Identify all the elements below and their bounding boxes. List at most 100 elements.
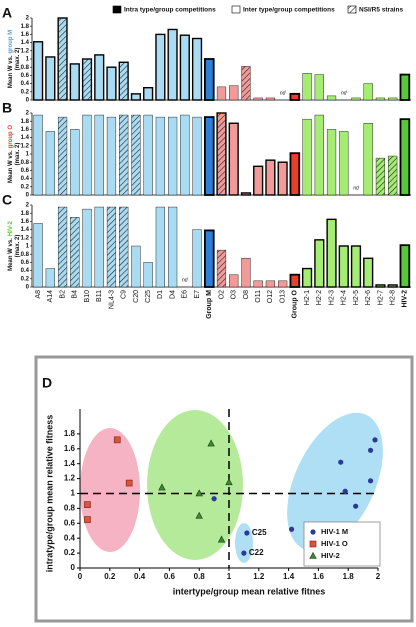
y-tick-label: 0.6	[64, 518, 76, 527]
legend-marker	[309, 540, 317, 548]
bar	[203, 58, 215, 101]
bar	[314, 239, 325, 288]
bar	[180, 114, 190, 196]
bar	[375, 97, 386, 101]
bar	[399, 244, 411, 288]
bar-hatch	[217, 250, 226, 287]
y-tick-label: 1.4	[21, 40, 30, 46]
value-label: nd	[353, 185, 359, 191]
bar	[253, 165, 264, 196]
x-tick-label: Group M	[206, 290, 213, 319]
x-tick-label: O8	[243, 290, 250, 299]
bar	[326, 95, 337, 101]
point	[367, 478, 374, 484]
y-tick-label: 0	[71, 563, 76, 572]
bar-hatch	[82, 59, 92, 100]
bar-hatch	[119, 115, 129, 195]
x-tick-label: HIV-2	[402, 290, 409, 308]
y-tick-label: 0.4	[21, 81, 30, 87]
x-tick-label: H2-3	[328, 290, 335, 305]
y-tick-label: 0.2	[21, 89, 30, 95]
point	[125, 479, 133, 487]
panel-label: D	[42, 375, 52, 391]
y-axis-label-part: Mean W vs.	[8, 55, 14, 88]
bar	[70, 129, 80, 196]
legend-marker	[310, 529, 316, 535]
bar	[192, 229, 202, 288]
x-tick-label: B4	[72, 290, 79, 299]
point	[288, 526, 295, 532]
bar	[229, 274, 239, 288]
x-tick-label: A14	[47, 290, 54, 303]
y-tick-label: 0.6	[21, 168, 30, 174]
panel-label: A	[2, 5, 12, 21]
bar	[302, 118, 312, 196]
bar	[302, 73, 312, 101]
bar	[314, 74, 324, 101]
y-tick-label: 2	[26, 203, 30, 209]
bar	[155, 33, 166, 101]
x-tick-label: H2-2	[316, 290, 323, 305]
bar	[143, 262, 153, 288]
bar	[363, 123, 373, 196]
y-axis-label-part: HIV-2	[8, 220, 14, 236]
x-tick-label: 0	[78, 572, 83, 581]
x-tick-label: O11	[255, 290, 262, 303]
x-tick-label: O2	[218, 290, 225, 299]
value-label: nd	[341, 90, 347, 96]
y-tick-label: 1.8	[64, 429, 76, 438]
y-tick-label: 0.4	[64, 533, 76, 542]
bar	[314, 114, 324, 196]
point	[367, 447, 374, 453]
bar	[192, 116, 202, 196]
y-axis-label-part: (max. 2)	[15, 48, 21, 71]
value-label: nd	[182, 277, 188, 283]
bar	[33, 114, 43, 196]
y-axis-label: intratype/group mean relative fitness	[44, 415, 54, 573]
y-tick-label: 1.8	[21, 119, 30, 125]
legend-swatch	[112, 5, 122, 14]
bar	[339, 131, 349, 196]
point	[217, 535, 226, 543]
y-tick-label: 0	[26, 98, 30, 104]
bar-hatch	[131, 115, 141, 195]
group-m-ellipse	[287, 412, 383, 552]
bar	[94, 206, 104, 288]
panel-label: B	[2, 100, 12, 116]
bar	[167, 28, 178, 101]
point	[241, 550, 247, 556]
x-tick-label: 1.6	[313, 572, 325, 581]
y-tick-label: 2	[26, 111, 30, 117]
bar	[253, 280, 263, 288]
y-tick-label: 0.2	[64, 548, 76, 557]
point	[342, 488, 348, 494]
bar	[301, 267, 313, 288]
y-tick-label: 0.8	[21, 65, 30, 71]
point	[372, 437, 378, 443]
y-axis-label-part: Mean W vs.	[8, 238, 14, 271]
bar	[143, 86, 154, 101]
legend-marker	[309, 551, 317, 559]
bar-hatch	[119, 62, 129, 100]
bar	[143, 114, 153, 196]
x-tick-label: C20	[133, 290, 140, 303]
x-tick-label: NL4-3	[108, 290, 115, 309]
point	[211, 496, 217, 502]
bar	[167, 206, 178, 288]
bar	[253, 97, 263, 101]
y-tick-label: 0.2	[21, 276, 30, 282]
bar	[69, 63, 80, 101]
bar	[203, 116, 215, 196]
bar-hatch	[58, 18, 67, 100]
legend-label: HIV-1 O	[321, 539, 348, 548]
bar-hatch	[58, 117, 67, 195]
y-axis-label-part: (max. 2)	[15, 235, 21, 258]
bar	[326, 218, 337, 288]
y-tick-label: 1.4	[64, 459, 76, 468]
bar	[289, 273, 301, 288]
y-tick-label: 0.8	[21, 252, 30, 258]
bar	[167, 116, 178, 196]
point	[195, 489, 203, 497]
x-tick-label: C25	[145, 290, 152, 303]
